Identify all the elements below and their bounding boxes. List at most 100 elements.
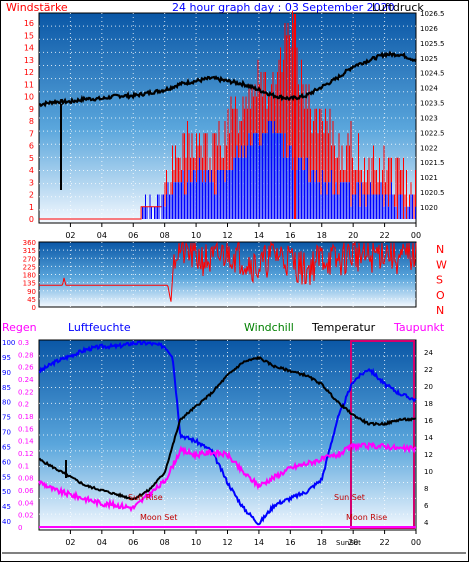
wind-tick-label: 11 [24,80,34,89]
pressure-axis-title: Luftdruck [372,1,424,14]
time-tick-label: 18 [317,231,327,240]
temperature-tick-label: 20 [424,383,433,391]
wind-tick-label: 12 [24,68,34,77]
rain-tick-label: 0.02 [18,512,34,520]
wind-direction-line [39,240,417,302]
time-tick-label: 14 [254,231,264,240]
panel3-grid [39,340,416,530]
moon-set-label: Moon Set [140,513,177,522]
wind-tick-label: 16 [24,19,34,28]
legend-temperatur: Temperatur [311,321,376,334]
time-tick-label: 04 [97,231,107,240]
rain-tick-label: 0.24 [18,376,34,384]
wind-tick-label: 8 [29,117,34,126]
pressure-tick-label: 1021.5 [420,159,445,167]
pressure-tick-label: 1025 [420,55,438,63]
sun-set-label: Sun Set [334,493,365,502]
wind-tick-label: 7 [29,129,34,138]
time-tick-label: 16 [285,538,295,547]
legend-windchill: Windchill [244,321,294,334]
sun-rise-label: Sun Rise [128,493,163,502]
rain-tick-label: 0.14 [18,438,34,446]
humidity-tick-label: 75 [2,414,11,422]
temperature-tick-label: 4 [424,519,429,527]
wind-bars [39,10,416,220]
compass-label: N [436,243,444,256]
temperature-tick-label: 8 [424,485,428,493]
wind-tick-label: 4 [29,166,34,175]
wind-tick-label: 9 [29,105,34,114]
time-tick-label: 22 [379,538,389,547]
wind-tick-label: 14 [24,44,34,53]
humidity-tick-label: 60 [2,458,11,466]
humidity-tick-label: 50 [2,488,11,496]
compass-label: W [436,258,447,271]
humidity-tick-label: 100 [2,339,15,347]
humidity-tick-label: 80 [2,399,11,407]
pressure-tick-label: 1022.5 [420,129,445,137]
time-tick-label: 14 [254,538,264,547]
wind-tick-label: 5 [29,154,34,163]
time-tick-label: 08 [160,538,170,547]
time-tick-label: 16 [285,231,295,240]
temperature-tick-label: 6 [424,502,429,510]
panel-temperature-humidity: 40 45 50 55 60 65 70 75 80 85 90 95 100 0 0.02 0.04 0.0… [2,339,433,547]
time-tick-label: 04 [97,538,107,547]
time-tick-label: 10 [191,231,201,240]
time-tick-label: 06 [128,538,138,547]
rain-tick-label: 0.16 [18,425,34,433]
dewpoint-line [38,441,417,513]
pressure-line [38,50,417,108]
degree-tick-label: 360 [23,239,36,247]
degree-tick-label: 90 [27,288,36,296]
pressure-tick-label: 1023 [420,114,438,122]
humidity-tick-label: 55 [2,473,11,481]
time-tick-label: 00 [411,231,421,240]
time-tick-label: 10 [191,538,201,547]
legend-taupunkt: Taupunkt [393,321,445,334]
rain-tick-label: 0.18 [18,413,34,421]
compass-label: O [436,289,445,302]
degree-tick-label: 225 [23,263,36,271]
temperature-tick-label: 12 [424,451,433,459]
humidity-tick-label: 90 [2,369,11,377]
rain-tick-label: 0.26 [18,364,34,372]
graph-title: 24 hour graph day : 03 September 2020 [172,1,395,14]
rain-tick-label: 0.1 [18,462,29,470]
temperature-tick-label: 14 [424,434,433,442]
degree-tick-label: 0 [32,304,36,312]
pressure-tick-label: 1022 [420,144,438,152]
rain-tick-label: 0.2 [18,401,29,409]
rain-tick-label: 0.04 [18,499,34,507]
rain-tick-label: 0.3 [18,339,29,347]
humidity-tick-label: 95 [2,354,11,362]
pressure-tick-label: 1020 [420,204,438,212]
degree-tick-label: 315 [23,247,36,255]
rain-tick-label: 0.12 [18,450,34,458]
temperature-line [38,355,417,501]
panel3-time-axis: 02 04 06 08 10 12 14 16 18 20 22 00 [65,530,421,547]
pressure-tick-label: 1023.5 [420,100,445,108]
wind-tick-label: 3 [29,178,34,187]
wind-tick-label: 0 [29,215,34,224]
temperature-axis: 4 6 8 10 12 14 16 18 20 22 24 [424,349,433,527]
rain-tick-label: 0.06 [18,487,34,495]
sunset-time-marker: SunSet [336,539,361,547]
humidity-line [38,340,417,526]
rain-tick-label: 0.22 [18,388,34,396]
legend-luftfeuchte: Luftfeuchte [68,321,131,334]
time-tick-label: 08 [160,231,170,240]
temperature-tick-label: 22 [424,366,433,374]
temperature-tick-label: 18 [424,400,433,408]
time-tick-label: 18 [317,538,327,547]
rain-tick-label: 0 [18,524,22,532]
time-tick-label: 02 [65,231,75,240]
pressure-tick-label: 1021 [420,174,438,182]
temperature-tick-label: 10 [424,468,433,476]
